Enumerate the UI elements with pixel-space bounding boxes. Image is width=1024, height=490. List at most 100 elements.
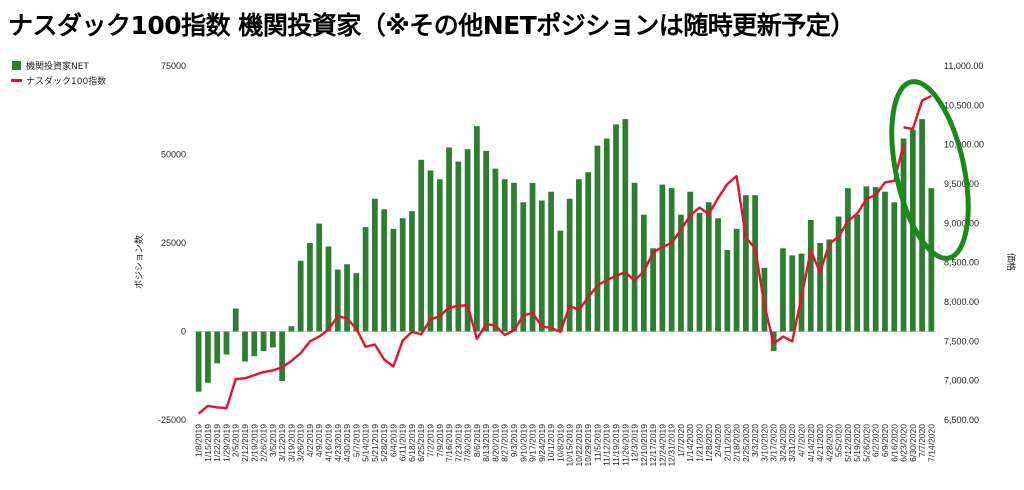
- bar-8: [269, 331, 276, 348]
- bar-12: [307, 243, 313, 332]
- y-axis-right: 6,500.00 7,000.00 7,500.00 8,000.00 8,500.00…: [944, 61, 984, 425]
- x-tick-label: 5/21/2019: [370, 424, 380, 462]
- x-tick-label: 9/10/2019: [518, 424, 528, 462]
- y-right-tick-label: 7,500.00: [944, 336, 979, 346]
- x-tick-label: 11/19/2019: [611, 424, 621, 466]
- line-series: [197, 94, 932, 415]
- bar-30: [474, 126, 480, 332]
- x-tick-label: 1/22/2019: [212, 424, 222, 462]
- x-tick-label: 3/5/2019: [268, 424, 278, 457]
- legend-swatch-line: [11, 79, 22, 82]
- y-right-tick-label: 8,000.00: [944, 297, 979, 307]
- x-tick-label: 6/23/2020: [899, 424, 909, 462]
- bar-25: [427, 170, 434, 332]
- bar-69: [835, 216, 842, 332]
- x-tick-label: 8/6/2019: [472, 424, 482, 457]
- x-tick-label: 2/26/2019: [259, 424, 269, 462]
- x-tick-label: 3/24/2020: [778, 424, 788, 462]
- bar-3: [223, 331, 230, 355]
- x-tick-label: 9/3/2019: [509, 424, 519, 457]
- x-tick-label: 4/7/2020: [797, 424, 807, 457]
- bar-33: [501, 179, 508, 332]
- bar-31: [483, 150, 490, 332]
- x-tick-label: 7/16/2019: [444, 424, 454, 462]
- bar-39: [557, 230, 564, 332]
- x-tick-label: 7/30/2019: [463, 424, 473, 462]
- bar-14: [325, 246, 332, 332]
- bar-59: [742, 195, 749, 332]
- bar-46: [622, 119, 629, 332]
- x-tick-label: 2/25/2020: [741, 424, 751, 462]
- bar-38: [548, 191, 554, 332]
- x-tick-label: 4/23/2019: [333, 424, 343, 462]
- x-tick-label: 3/31/2020: [787, 424, 797, 462]
- bar-56: [715, 218, 721, 332]
- x-tick-label: 2/4/2020: [713, 424, 723, 457]
- bar-11: [297, 260, 304, 332]
- bar-72: [863, 186, 870, 332]
- bar-71: [854, 214, 861, 332]
- x-tick-label: 12/17/2019: [648, 424, 658, 467]
- x-tick-label: 1/7/2020: [676, 424, 686, 457]
- bar-44: [603, 138, 610, 332]
- bar-17: [353, 273, 360, 332]
- x-tick-label: 7/9/2019: [435, 424, 445, 457]
- bar-22: [399, 218, 406, 332]
- x-tick-label: 2/18/2020: [732, 424, 742, 462]
- x-tick-label: 3/26/2019: [296, 424, 306, 462]
- x-tick-label: 3/19/2019: [286, 424, 296, 462]
- bar-36: [529, 182, 536, 332]
- x-tick-label: 8/20/2019: [490, 424, 500, 462]
- x-tick-label: 10/29/2019: [583, 424, 593, 467]
- bar-15: [334, 269, 341, 332]
- x-tick-label: 3/3/2020: [750, 424, 760, 457]
- bar-67: [817, 243, 823, 332]
- bar-52: [678, 214, 684, 332]
- bar-51: [668, 188, 675, 332]
- bar-66: [807, 219, 814, 332]
- bar-37: [538, 200, 545, 332]
- bar-78: [919, 119, 925, 332]
- y-right-tick-label: 10,000.00: [944, 140, 984, 150]
- bar-68: [826, 239, 833, 332]
- x-tick-label: 4/30/2019: [342, 424, 352, 462]
- chart-title: ナスダック100指数 機関投資家（※その他NETポジションは随時更新予定）: [8, 11, 855, 40]
- x-tick-label: 1/15/2019: [203, 424, 213, 462]
- bar-34: [511, 182, 517, 332]
- y-left-tick-label: 50000: [161, 150, 186, 160]
- bar-40: [566, 198, 573, 332]
- bar-77: [909, 129, 916, 332]
- x-tick-label: 10/1/2019: [546, 424, 556, 462]
- bar-18: [362, 227, 369, 332]
- x-tick-label: 6/11/2019: [398, 424, 408, 461]
- y-axis-left-title: ポジション数: [133, 235, 145, 289]
- nasdaq-line-recent: [903, 94, 932, 131]
- bar-64: [789, 255, 796, 332]
- bar-29: [464, 149, 471, 332]
- x-tick-label: 5/28/2019: [379, 424, 389, 462]
- y-right-tick-label: 8,500.00: [944, 258, 979, 268]
- legend-label-line: ナスダック100指数: [26, 75, 106, 87]
- bar-32: [492, 168, 499, 332]
- bar-4: [232, 308, 239, 332]
- x-tick-label: 2/5/2019: [231, 424, 241, 457]
- bar-24: [418, 159, 425, 332]
- bar-74: [882, 191, 888, 332]
- x-tick-label: 11/5/2019: [593, 424, 603, 461]
- y-right-tick-label: 9,500.00: [944, 179, 979, 189]
- x-tick-label: 3/10/2020: [759, 424, 769, 462]
- y-right-tick-label: 10,500.00: [944, 100, 984, 110]
- bar-49: [650, 248, 656, 332]
- bar-35: [520, 202, 527, 332]
- y-left-tick-label: 25000: [161, 238, 186, 248]
- bar-23: [409, 211, 415, 332]
- bar-21: [390, 228, 397, 332]
- x-tick-label: 12/31/2019: [667, 424, 677, 467]
- bar-63: [780, 248, 786, 332]
- x-tick-label: 5/19/2020: [852, 424, 862, 462]
- bar-20: [381, 209, 388, 332]
- x-tick-label: 3/17/2020: [769, 424, 779, 462]
- x-tick-label: 7/14/2020: [926, 424, 936, 462]
- x-tick-label: 8/27/2019: [500, 424, 510, 462]
